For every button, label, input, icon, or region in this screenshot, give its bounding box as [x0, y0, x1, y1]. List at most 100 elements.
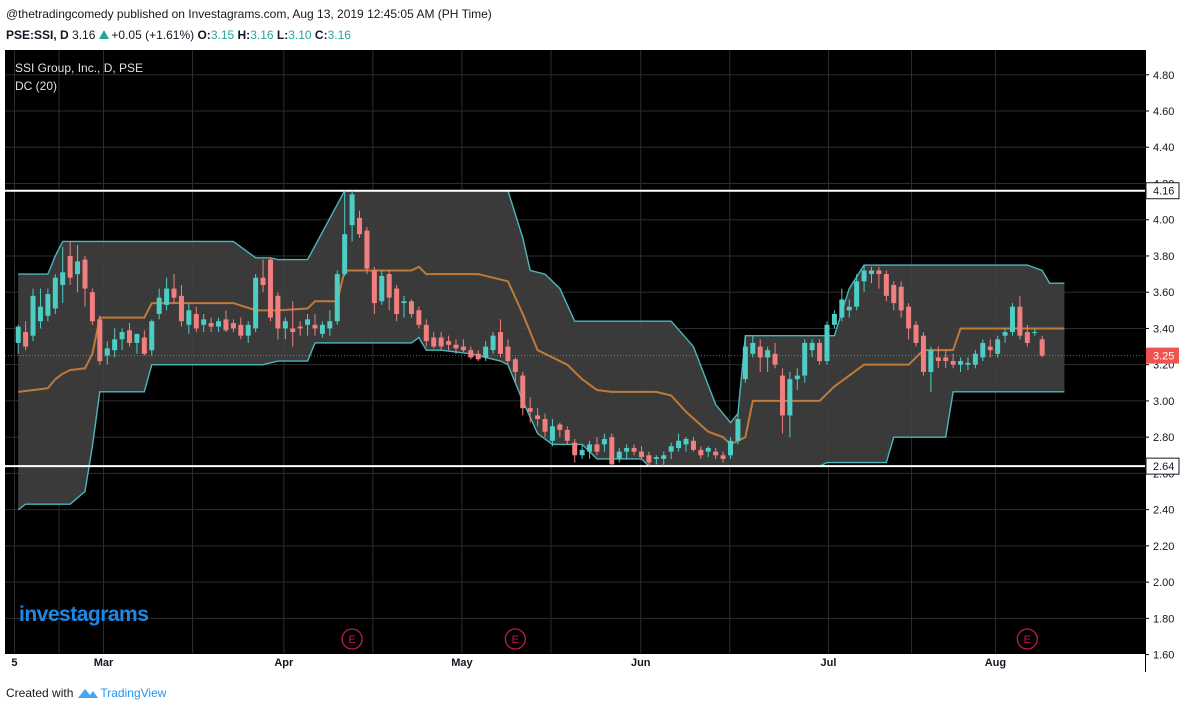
candle-body[interactable]: [579, 449, 585, 456]
candle-body[interactable]: [638, 451, 644, 458]
candle-body[interactable]: [238, 324, 244, 336]
candle-body[interactable]: [89, 292, 95, 322]
candle-body[interactable]: [305, 319, 311, 325]
candle-body[interactable]: [742, 346, 748, 380]
candle-body[interactable]: [149, 321, 155, 351]
candle-body[interactable]: [809, 342, 815, 351]
candle-body[interactable]: [327, 321, 333, 329]
candle-body[interactable]: [772, 353, 778, 365]
candle-body[interactable]: [861, 270, 867, 282]
candle-body[interactable]: [416, 310, 422, 325]
candle-body[interactable]: [943, 357, 949, 362]
candle-body[interactable]: [839, 299, 845, 318]
candle-body[interactable]: [535, 415, 541, 420]
candle-body[interactable]: [713, 451, 719, 456]
candle-body[interactable]: [37, 306, 43, 322]
candle-body[interactable]: [260, 277, 266, 285]
candle-body[interactable]: [520, 375, 526, 409]
candle-body[interactable]: [401, 301, 407, 304]
candle-body[interactable]: [1032, 332, 1038, 334]
candle-body[interactable]: [616, 451, 622, 459]
candle-body[interactable]: [15, 326, 21, 343]
candle-body[interactable]: [312, 324, 318, 329]
candle-body[interactable]: [201, 319, 207, 325]
earnings-marker-icon[interactable]: [341, 628, 363, 650]
candle-body[interactable]: [97, 319, 103, 362]
candle-body[interactable]: [958, 361, 964, 365]
candle-body[interactable]: [928, 350, 934, 372]
candle-body[interactable]: [371, 270, 377, 304]
tradingview-link[interactable]: TradingView: [100, 686, 167, 700]
candle-body[interactable]: [45, 294, 51, 316]
candle-body[interactable]: [394, 288, 400, 314]
candle-body[interactable]: [119, 332, 125, 340]
candle-body[interactable]: [1039, 339, 1045, 356]
candle-body[interactable]: [253, 277, 259, 329]
candle-body[interactable]: [52, 277, 58, 309]
candle-body[interactable]: [446, 341, 452, 345]
candle-body[interactable]: [60, 272, 66, 285]
candle-body[interactable]: [661, 455, 667, 459]
candle-body[interactable]: [505, 346, 511, 362]
candle-body[interactable]: [208, 323, 214, 327]
candle-body[interactable]: [357, 217, 363, 235]
candle-body[interactable]: [913, 324, 919, 343]
candle-body[interactable]: [653, 457, 659, 459]
candle-body[interactable]: [23, 332, 29, 347]
candle-body[interactable]: [794, 375, 800, 380]
candle-body[interactable]: [460, 346, 466, 351]
candle-body[interactable]: [802, 342, 808, 376]
candle-body[interactable]: [156, 297, 162, 314]
candle-body[interactable]: [757, 346, 763, 358]
candle-body[interactable]: [297, 326, 303, 329]
candle-body[interactable]: [1017, 306, 1023, 336]
candle-body[interactable]: [950, 361, 956, 365]
candle-body[interactable]: [408, 301, 414, 314]
candle-body[interactable]: [824, 324, 830, 362]
chart-container[interactable]: 4.804.604.404.204.003.803.603.403.203.00…: [5, 50, 1180, 672]
candle-body[interactable]: [698, 449, 704, 456]
candle-body[interactable]: [720, 455, 726, 459]
candle-body[interactable]: [275, 295, 281, 329]
earnings-marker-icon[interactable]: [1016, 628, 1038, 650]
candle-body[interactable]: [564, 429, 570, 441]
candle-body[interactable]: [935, 357, 941, 362]
candle-body[interactable]: [386, 274, 392, 298]
candle-body[interactable]: [127, 330, 132, 343]
candle-body[interactable]: [557, 424, 563, 430]
candle-body[interactable]: [282, 321, 288, 329]
candle-body[interactable]: [141, 337, 147, 354]
candle-body[interactable]: [216, 321, 222, 327]
candle-body[interactable]: [609, 437, 615, 465]
candle-body[interactable]: [854, 281, 860, 307]
candle-body[interactable]: [676, 440, 682, 449]
candle-body[interactable]: [846, 306, 852, 311]
candle-body[interactable]: [349, 194, 355, 226]
candle-body[interactable]: [334, 274, 340, 322]
candle-body[interactable]: [438, 337, 444, 347]
candle-body[interactable]: [542, 419, 548, 432]
candle-body[interactable]: [594, 444, 600, 452]
candle-body[interactable]: [779, 375, 785, 416]
candle-body[interactable]: [178, 295, 184, 322]
candle-body[interactable]: [453, 344, 459, 349]
candle-body[interactable]: [995, 339, 1001, 354]
candle-body[interactable]: [987, 346, 993, 351]
candle-body[interactable]: [490, 335, 496, 351]
candle-body[interactable]: [379, 275, 385, 302]
candle-body[interactable]: [728, 440, 734, 456]
candle-body[interactable]: [67, 255, 73, 278]
candle-body[interactable]: [186, 310, 192, 325]
candle-body[interactable]: [112, 339, 118, 351]
candle-body[interactable]: [631, 448, 637, 452]
candle-body[interactable]: [230, 323, 236, 329]
candle-body[interactable]: [1002, 332, 1008, 336]
candle-body[interactable]: [817, 342, 823, 362]
candle-body[interactable]: [245, 324, 251, 336]
candle-body[interactable]: [690, 440, 696, 450]
candle-body[interactable]: [75, 261, 81, 275]
candle-body[interactable]: [787, 379, 793, 416]
candle-body[interactable]: [668, 446, 674, 452]
candle-body[interactable]: [587, 444, 593, 452]
candle-body[interactable]: [869, 270, 874, 275]
